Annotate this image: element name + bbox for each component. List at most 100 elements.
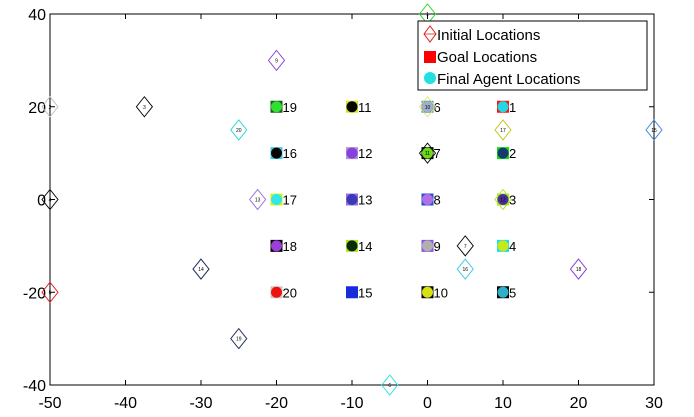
initial-label-14: 14 bbox=[198, 267, 204, 273]
goal-label-1: 1 bbox=[509, 100, 516, 115]
x-tick-label: 10 bbox=[494, 395, 512, 412]
initial-label-18: 18 bbox=[576, 267, 582, 273]
goal-label-10: 10 bbox=[434, 285, 448, 300]
x-tick-label: -20 bbox=[265, 395, 288, 412]
final-agent-1 bbox=[497, 101, 509, 113]
initial-label-4: 4 bbox=[49, 198, 52, 204]
initial-label-6: 6 bbox=[388, 383, 391, 389]
goal-label-15: 15 bbox=[358, 285, 372, 300]
final-agent-12 bbox=[346, 147, 358, 159]
initial-label-13: 13 bbox=[255, 198, 261, 204]
final-agent-2 bbox=[497, 147, 509, 159]
initial-diamond-17 bbox=[494, 119, 512, 141]
x-tick-label: -30 bbox=[189, 395, 212, 412]
final-agent-16 bbox=[271, 147, 282, 159]
goal-label-14: 14 bbox=[358, 239, 372, 254]
final-agent-3 bbox=[497, 194, 509, 205]
final-agent-7 bbox=[422, 147, 433, 159]
initial-diamond-20 bbox=[230, 119, 248, 141]
initial-label-9: 9 bbox=[275, 58, 278, 64]
y-tick-label: 0 bbox=[37, 193, 46, 210]
goal-label-9: 9 bbox=[434, 239, 441, 254]
final-agent-17 bbox=[271, 194, 282, 205]
final-agent-8 bbox=[422, 194, 433, 205]
x-tick-label: -40 bbox=[114, 395, 137, 412]
final-agent-10 bbox=[422, 286, 433, 298]
goal-label-17: 17 bbox=[283, 193, 297, 208]
initial-label-19: 19 bbox=[236, 337, 242, 343]
x-tick-label: 0 bbox=[423, 395, 432, 412]
x-tick-label: -50 bbox=[38, 395, 61, 412]
initial-label-7: 7 bbox=[464, 244, 467, 250]
legend-goal-label: Goal Locations bbox=[437, 49, 537, 66]
initial-label-17: 17 bbox=[500, 128, 506, 134]
goal-label-16: 16 bbox=[283, 146, 297, 161]
initial-diamond-2 bbox=[41, 95, 59, 118]
initial-diamond-14 bbox=[192, 258, 210, 280]
goal-label-20: 20 bbox=[283, 285, 297, 300]
initial-label-15: 15 bbox=[651, 128, 657, 134]
initial-label-10: 10 bbox=[425, 105, 431, 111]
legend-box bbox=[417, 20, 648, 91]
legend-goal-marker bbox=[424, 51, 436, 63]
legend-initial-label: Initial Locations bbox=[437, 27, 540, 44]
initial-diamond-9 bbox=[267, 49, 286, 72]
legend-initial-marker bbox=[423, 25, 437, 43]
initial-label-20: 20 bbox=[236, 128, 242, 134]
final-agent-14 bbox=[346, 240, 358, 252]
goal-label-4: 4 bbox=[509, 239, 516, 254]
legend-final-marker bbox=[424, 72, 436, 84]
goal-label-2: 2 bbox=[509, 146, 516, 161]
goal-label-13: 13 bbox=[358, 193, 372, 208]
final-agent-11 bbox=[346, 101, 358, 113]
y-tick-label: 20 bbox=[28, 100, 46, 117]
goal-label-19: 19 bbox=[283, 100, 297, 115]
initial-diamond-5 bbox=[41, 281, 59, 304]
initial-label-3: 3 bbox=[143, 105, 146, 111]
y-tick-label: 40 bbox=[28, 7, 46, 24]
initial-diamond-12 bbox=[494, 188, 512, 211]
final-agent-9 bbox=[422, 240, 433, 252]
x-tick-label: 20 bbox=[570, 395, 588, 412]
initial-label-11: 11 bbox=[425, 151, 430, 157]
goal-label-18: 18 bbox=[283, 239, 297, 254]
initial-diamond-7 bbox=[456, 235, 474, 257]
y-tick-label: -40 bbox=[23, 378, 46, 395]
goal-label-11: 11 bbox=[358, 100, 372, 115]
initial-label-16: 16 bbox=[462, 267, 468, 273]
initial-diamond-19 bbox=[230, 327, 248, 350]
legend-final-label: Final Agent Locations bbox=[437, 71, 580, 88]
initial-label-5: 5 bbox=[49, 290, 52, 296]
initial-diamond-10 bbox=[418, 95, 437, 118]
goal-label-12: 12 bbox=[358, 146, 372, 161]
final-agent-6 bbox=[422, 101, 433, 113]
final-agent-19 bbox=[271, 101, 282, 113]
goal-label-6: 6 bbox=[434, 100, 441, 115]
final-agent-20 bbox=[271, 286, 282, 298]
y-tick-label: -20 bbox=[23, 285, 46, 302]
initial-diamond-18 bbox=[569, 258, 588, 280]
final-agent-4 bbox=[497, 240, 509, 252]
final-agent-18 bbox=[271, 240, 282, 252]
initial-diamond-13 bbox=[248, 188, 267, 211]
goal-label-5: 5 bbox=[509, 285, 516, 300]
initial-diamond-4 bbox=[41, 188, 59, 211]
initial-label-12: 12 bbox=[500, 198, 506, 204]
initial-diamond-6 bbox=[381, 374, 399, 396]
goal-label-3: 3 bbox=[509, 193, 516, 208]
x-tick-label: -10 bbox=[340, 395, 363, 412]
x-tick-label: 30 bbox=[645, 395, 663, 412]
goal-label-7: 7 bbox=[434, 146, 441, 161]
initial-diamond-16 bbox=[456, 258, 474, 280]
initial-label-1: 1 bbox=[426, 12, 429, 18]
initial-diamond-11 bbox=[418, 142, 437, 164]
initial-diamond-3 bbox=[135, 95, 154, 118]
initial-label-2: 2 bbox=[49, 105, 52, 111]
legend: Initial Locations Goal Locations Final A… bbox=[417, 20, 648, 91]
initial-diamond-15 bbox=[645, 119, 663, 141]
final-agent-5 bbox=[497, 286, 509, 298]
